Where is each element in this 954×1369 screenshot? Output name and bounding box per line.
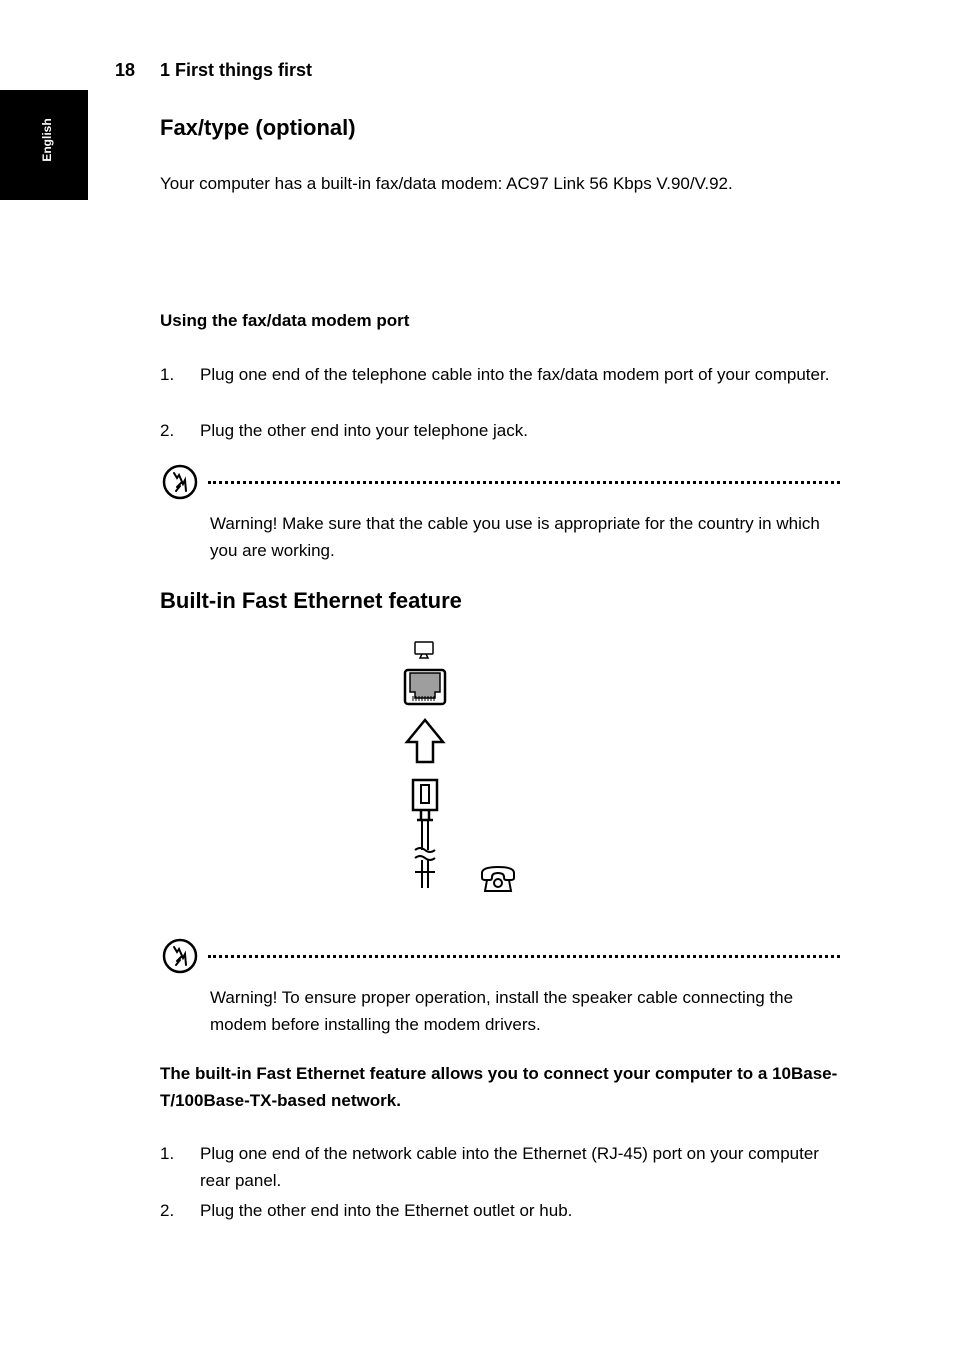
vertical-tab-label: English: [40, 90, 54, 190]
warning-text-speaker: Warning! To ensure proper operation, ins…: [210, 984, 840, 1038]
para-modem-intro: Your computer has a built-in fax/data mo…: [160, 170, 840, 197]
para-ethernet-intro: The built-in Fast Ethernet feature allow…: [160, 1060, 840, 1114]
connection-diagram: [395, 640, 555, 920]
step-2-label: 2.: [160, 417, 174, 444]
header-text: 1 First things first: [160, 60, 312, 81]
section-title-fax: Fax/type (optional): [160, 115, 356, 141]
warning-icon: [162, 938, 198, 974]
para-using-port: Using the fax/data modem port: [160, 307, 840, 334]
section-title-ethernet: Built-in Fast Ethernet feature: [160, 588, 462, 614]
step-2-eth-label: 2.: [160, 1197, 174, 1224]
dotted-separator: [208, 955, 840, 958]
step-1-text: Plug one end of the telephone cable into…: [200, 361, 840, 388]
warning-text-cable: Warning! Make sure that the cable you us…: [210, 510, 840, 564]
warning-icon: [162, 464, 198, 500]
dotted-separator: [208, 481, 840, 484]
step-1-eth-label: 1.: [160, 1140, 174, 1167]
page-number: 18: [115, 60, 135, 81]
step-2-text: Plug the other end into your telephone j…: [200, 417, 840, 444]
step-1-label: 1.: [160, 361, 174, 388]
step-1-eth-text: Plug one end of the network cable into t…: [200, 1140, 840, 1194]
step-2-eth-text: Plug the other end into the Ethernet out…: [200, 1197, 840, 1224]
